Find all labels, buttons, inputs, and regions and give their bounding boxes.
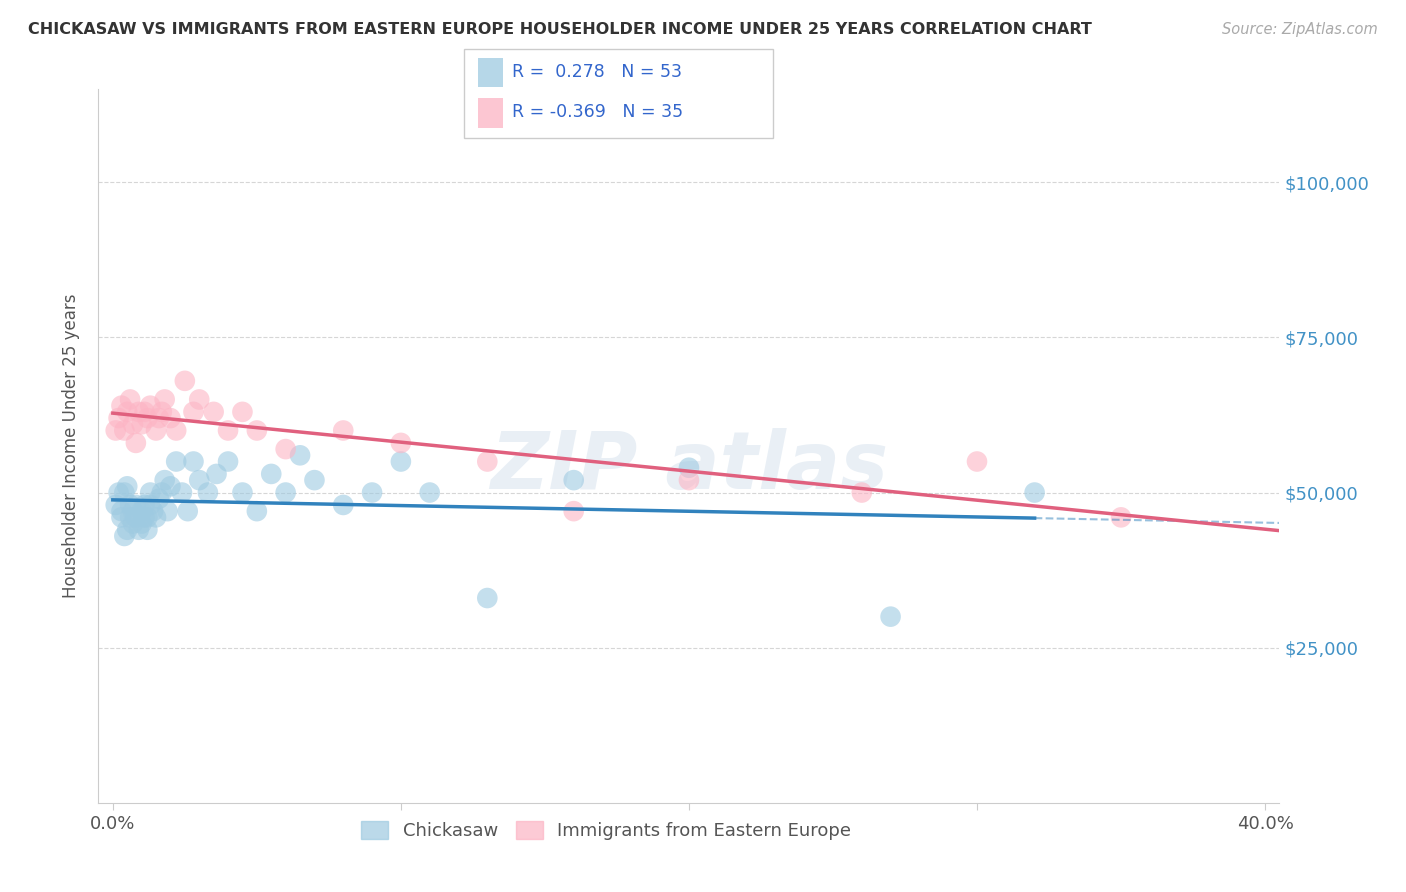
Point [110, 399, 132, 413]
Text: CHICKASAW VS IMMIGRANTS FROM EASTERN EUROPE HOUSEHOLDER INCOME UNDER 25 YEARS CO: CHICKASAW VS IMMIGRANTS FROM EASTERN EUR… [28, 22, 1092, 37]
Point [165, 424, 187, 438]
Point [217, 454, 239, 468]
Point [125, 510, 148, 524]
Point [173, 374, 195, 388]
Point [170, 485, 193, 500]
Point [136, 411, 159, 425]
Point [153, 392, 176, 407]
Point [332, 424, 354, 438]
Point [678, 460, 700, 475]
Point [274, 485, 297, 500]
Point [159, 411, 181, 425]
Point [419, 485, 441, 500]
Point [1109, 510, 1132, 524]
Point [134, 510, 156, 524]
Point [150, 485, 173, 500]
Point [134, 405, 156, 419]
Point [183, 405, 205, 419]
Point [131, 417, 153, 432]
Point [159, 479, 181, 493]
Point [188, 392, 211, 407]
Point [188, 473, 211, 487]
Point [231, 485, 253, 500]
Point [122, 516, 145, 531]
Point [131, 516, 153, 531]
Point [115, 479, 138, 493]
Point [879, 609, 901, 624]
Point [678, 473, 700, 487]
Point [107, 485, 129, 500]
Point [260, 467, 283, 481]
Point [142, 504, 165, 518]
Point [136, 523, 159, 537]
Text: R =  0.278   N = 53: R = 0.278 N = 53 [512, 63, 682, 81]
Point [128, 405, 150, 419]
Point [148, 411, 170, 425]
Point [153, 473, 176, 487]
Point [112, 485, 135, 500]
Point [128, 523, 150, 537]
Point [361, 485, 384, 500]
Point [288, 448, 311, 462]
Point [120, 510, 142, 524]
Point [122, 417, 145, 432]
Point [1024, 485, 1046, 500]
Point [112, 424, 135, 438]
Point [217, 424, 239, 438]
Point [122, 504, 145, 518]
Point [136, 510, 159, 524]
Point [197, 485, 219, 500]
Point [115, 405, 138, 419]
Y-axis label: Householder Income Under 25 years: Householder Income Under 25 years [62, 293, 80, 599]
Text: Source: ZipAtlas.com: Source: ZipAtlas.com [1222, 22, 1378, 37]
Point [120, 498, 142, 512]
Point [274, 442, 297, 456]
Point [966, 454, 988, 468]
Point [183, 454, 205, 468]
Point [389, 454, 412, 468]
Point [139, 498, 162, 512]
Point [562, 504, 585, 518]
Point [231, 405, 253, 419]
Point [477, 454, 499, 468]
Point [246, 504, 269, 518]
Point [304, 473, 326, 487]
Point [202, 405, 225, 419]
Point [156, 504, 179, 518]
Point [145, 510, 167, 524]
Point [150, 405, 173, 419]
Point [562, 473, 585, 487]
Point [389, 436, 412, 450]
Point [139, 399, 162, 413]
Point [131, 504, 153, 518]
Point [104, 424, 127, 438]
Point [125, 436, 148, 450]
Point [110, 504, 132, 518]
Point [332, 498, 354, 512]
Legend: Chickasaw, Immigrants from Eastern Europe: Chickasaw, Immigrants from Eastern Europ… [354, 814, 859, 847]
Point [477, 591, 499, 605]
Point [110, 510, 132, 524]
Point [145, 424, 167, 438]
Point [148, 491, 170, 506]
Point [205, 467, 228, 481]
Point [104, 498, 127, 512]
Point [120, 392, 142, 407]
Text: R = -0.369   N = 35: R = -0.369 N = 35 [512, 103, 683, 121]
Point [246, 424, 269, 438]
Point [115, 523, 138, 537]
Point [112, 529, 135, 543]
Point [177, 504, 200, 518]
Point [165, 454, 187, 468]
Point [851, 485, 873, 500]
Point [125, 498, 148, 512]
Point [134, 498, 156, 512]
Point [107, 411, 129, 425]
Point [139, 485, 162, 500]
Text: ZIP atlas: ZIP atlas [489, 428, 889, 507]
